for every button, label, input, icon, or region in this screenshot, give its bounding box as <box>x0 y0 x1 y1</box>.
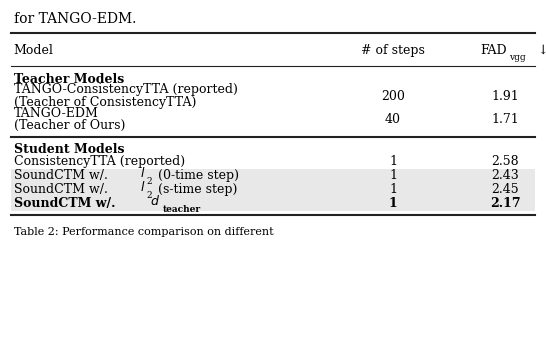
Text: vgg: vgg <box>509 53 525 62</box>
Text: TANGO-EDM: TANGO-EDM <box>14 107 98 120</box>
Text: ConsistencyTTA (reported): ConsistencyTTA (reported) <box>14 155 185 169</box>
Text: ↓: ↓ <box>538 44 546 57</box>
Text: (0-time step): (0-time step) <box>154 169 239 182</box>
Text: (Teacher of ConsistencyTTA): (Teacher of ConsistencyTTA) <box>14 95 196 109</box>
Text: Model: Model <box>14 44 54 57</box>
Text: 2.58: 2.58 <box>491 155 519 169</box>
Text: 2.45: 2.45 <box>491 183 519 196</box>
Text: (Teacher of Ours): (Teacher of Ours) <box>14 119 125 132</box>
Text: TANGO-ConsistencyTTA (reported): TANGO-ConsistencyTTA (reported) <box>14 83 238 97</box>
Text: Student Models: Student Models <box>14 143 124 156</box>
Text: 2: 2 <box>147 177 152 186</box>
Text: for TANGO-EDM.: for TANGO-EDM. <box>14 12 136 26</box>
Text: $l$: $l$ <box>140 180 145 194</box>
Text: 1: 1 <box>389 183 397 196</box>
Bar <box>11 169 535 183</box>
Text: 1.91: 1.91 <box>491 90 519 103</box>
Text: FAD: FAD <box>480 44 507 57</box>
Text: 1: 1 <box>389 169 397 182</box>
Text: 200: 200 <box>381 90 405 103</box>
Text: SoundCTM w/.: SoundCTM w/. <box>14 197 120 210</box>
Text: 1: 1 <box>389 155 397 169</box>
Bar <box>11 196 535 211</box>
Bar <box>11 182 535 197</box>
Text: Table 2: Performance comparison on different: Table 2: Performance comparison on diffe… <box>14 227 274 237</box>
Text: teacher: teacher <box>163 205 201 214</box>
Text: 2.17: 2.17 <box>490 197 520 210</box>
Text: (s-time step): (s-time step) <box>154 183 238 196</box>
Text: Teacher Models: Teacher Models <box>14 73 124 86</box>
Text: $l$: $l$ <box>140 166 145 180</box>
Text: 2: 2 <box>147 191 152 200</box>
Text: SoundCTM w/.: SoundCTM w/. <box>14 183 111 196</box>
Text: # of steps: # of steps <box>361 44 425 57</box>
Text: 1.71: 1.71 <box>491 113 519 126</box>
Text: 40: 40 <box>385 113 401 126</box>
Text: SoundCTM w/.: SoundCTM w/. <box>14 169 111 182</box>
Text: 2.43: 2.43 <box>491 169 519 182</box>
Text: 1: 1 <box>389 197 397 210</box>
Text: $d$: $d$ <box>150 194 160 208</box>
